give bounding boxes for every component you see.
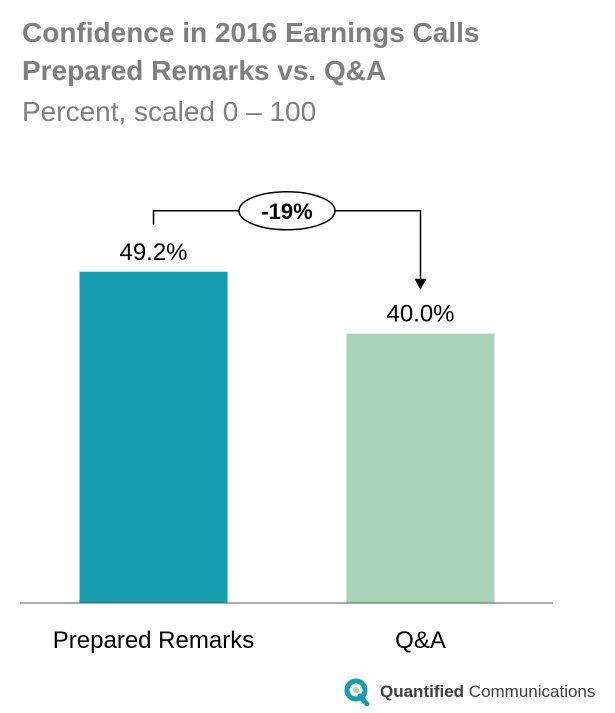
bar-group <box>79 271 495 603</box>
brand-name-rest: Communications <box>464 682 596 701</box>
label-group: 49.2% Prepared Remarks 40.0% Q&A <box>53 239 455 654</box>
chart-title-line-2: Prepared Remarks vs. Q&A <box>22 55 387 86</box>
chart-title: Confidence in 2016 Earnings Calls Prepar… <box>22 14 479 90</box>
value-label-2: 40.0% <box>386 301 454 328</box>
annotation-label: -19% <box>261 199 312 224</box>
change-annotation: -19% <box>152 191 427 290</box>
chart-subtitle: Percent, scaled 0 – 100 <box>22 96 317 127</box>
bar-2 <box>346 333 495 603</box>
category-label-2: Q&A <box>395 627 446 654</box>
brand-mark-icon <box>344 678 370 706</box>
category-label-1: Prepared Remarks <box>53 627 254 654</box>
brand-name: Quantified Communications <box>380 682 595 702</box>
brand-name-bold: Quantified <box>380 682 465 701</box>
bar-1 <box>79 271 228 603</box>
value-label-1: 49.2% <box>119 239 187 266</box>
annotation-oval <box>238 191 336 231</box>
chart-title-line-1: Confidence in 2016 Earnings Calls <box>22 17 480 48</box>
annotation-arrowhead <box>414 278 427 290</box>
brand-logo: Quantified Communications <box>344 678 595 706</box>
